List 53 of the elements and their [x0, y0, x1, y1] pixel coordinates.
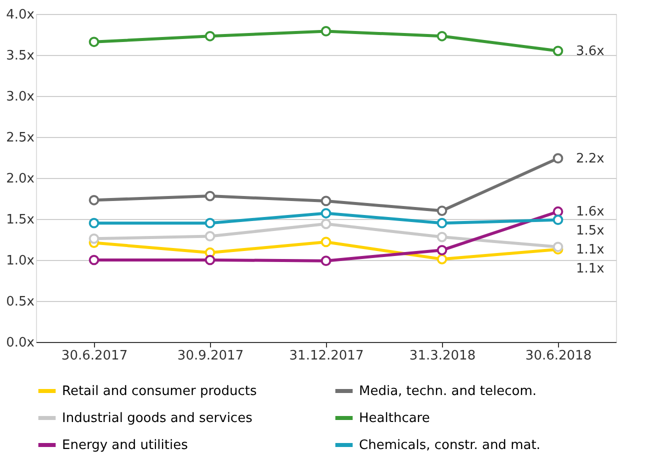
- point: [320, 196, 332, 206]
- annotation: 1.5x: [576, 224, 605, 239]
- point: [552, 206, 564, 217]
- point: [204, 254, 216, 266]
- point: [436, 232, 448, 242]
- x-tick-label: 30.9.2017: [177, 348, 244, 364]
- annotation: 1.1x: [576, 242, 605, 258]
- point: [320, 256, 332, 266]
- x-tick-label: 30.6.2018: [525, 348, 592, 364]
- point: [320, 236, 332, 248]
- point: [552, 242, 564, 252]
- point: [552, 46, 564, 56]
- point: [436, 30, 448, 42]
- point: [88, 194, 100, 206]
- point: [320, 26, 332, 36]
- legend-label: Chemicals, constr. and mat.: [359, 438, 540, 453]
- point: [88, 36, 100, 48]
- point: [88, 218, 100, 228]
- annotation: 1.1x: [576, 262, 605, 277]
- y-tick-label: 2.0x: [6, 172, 35, 186]
- legend-label: Retail and consumer products: [62, 384, 257, 399]
- x-tick-label: 31.3.2018: [409, 348, 476, 364]
- point: [436, 206, 448, 216]
- point: [552, 214, 564, 225]
- point: [204, 30, 216, 42]
- y-tick-label: 1.5x: [6, 212, 35, 228]
- point: [204, 218, 216, 228]
- annotation: 3.6x: [576, 44, 605, 59]
- y-tick-label: 4.0x: [6, 8, 35, 22]
- point: [88, 254, 100, 266]
- point: [436, 244, 448, 256]
- point: [436, 254, 448, 264]
- legend-label: Energy and utilities: [62, 438, 188, 453]
- x-tick-label: 31.12.2017: [289, 348, 364, 364]
- y-tick-label: 1.0x: [6, 254, 35, 268]
- point: [320, 218, 332, 230]
- point: [88, 234, 100, 244]
- point: [204, 190, 216, 202]
- legend-label: Healthcare: [359, 411, 430, 426]
- annotation: 1.6x: [576, 204, 605, 220]
- legend-label: Industrial goods and services: [62, 411, 253, 426]
- y-tick-label: 2.5x: [6, 130, 35, 146]
- legend-label: Media, techn. and telecom.: [359, 384, 536, 399]
- point: [552, 153, 564, 164]
- point: [320, 208, 332, 218]
- point: [204, 231, 216, 242]
- y-tick-label: 3.0x: [6, 90, 35, 104]
- point: [436, 218, 448, 228]
- y-tick-label: 0.0x: [6, 336, 35, 350]
- y-tick-label: 3.5x: [6, 48, 35, 64]
- annotation: 2.2x: [576, 151, 605, 166]
- y-tick-label: 0.5x: [6, 294, 35, 310]
- x-tick-label: 30.6.2017: [61, 348, 128, 364]
